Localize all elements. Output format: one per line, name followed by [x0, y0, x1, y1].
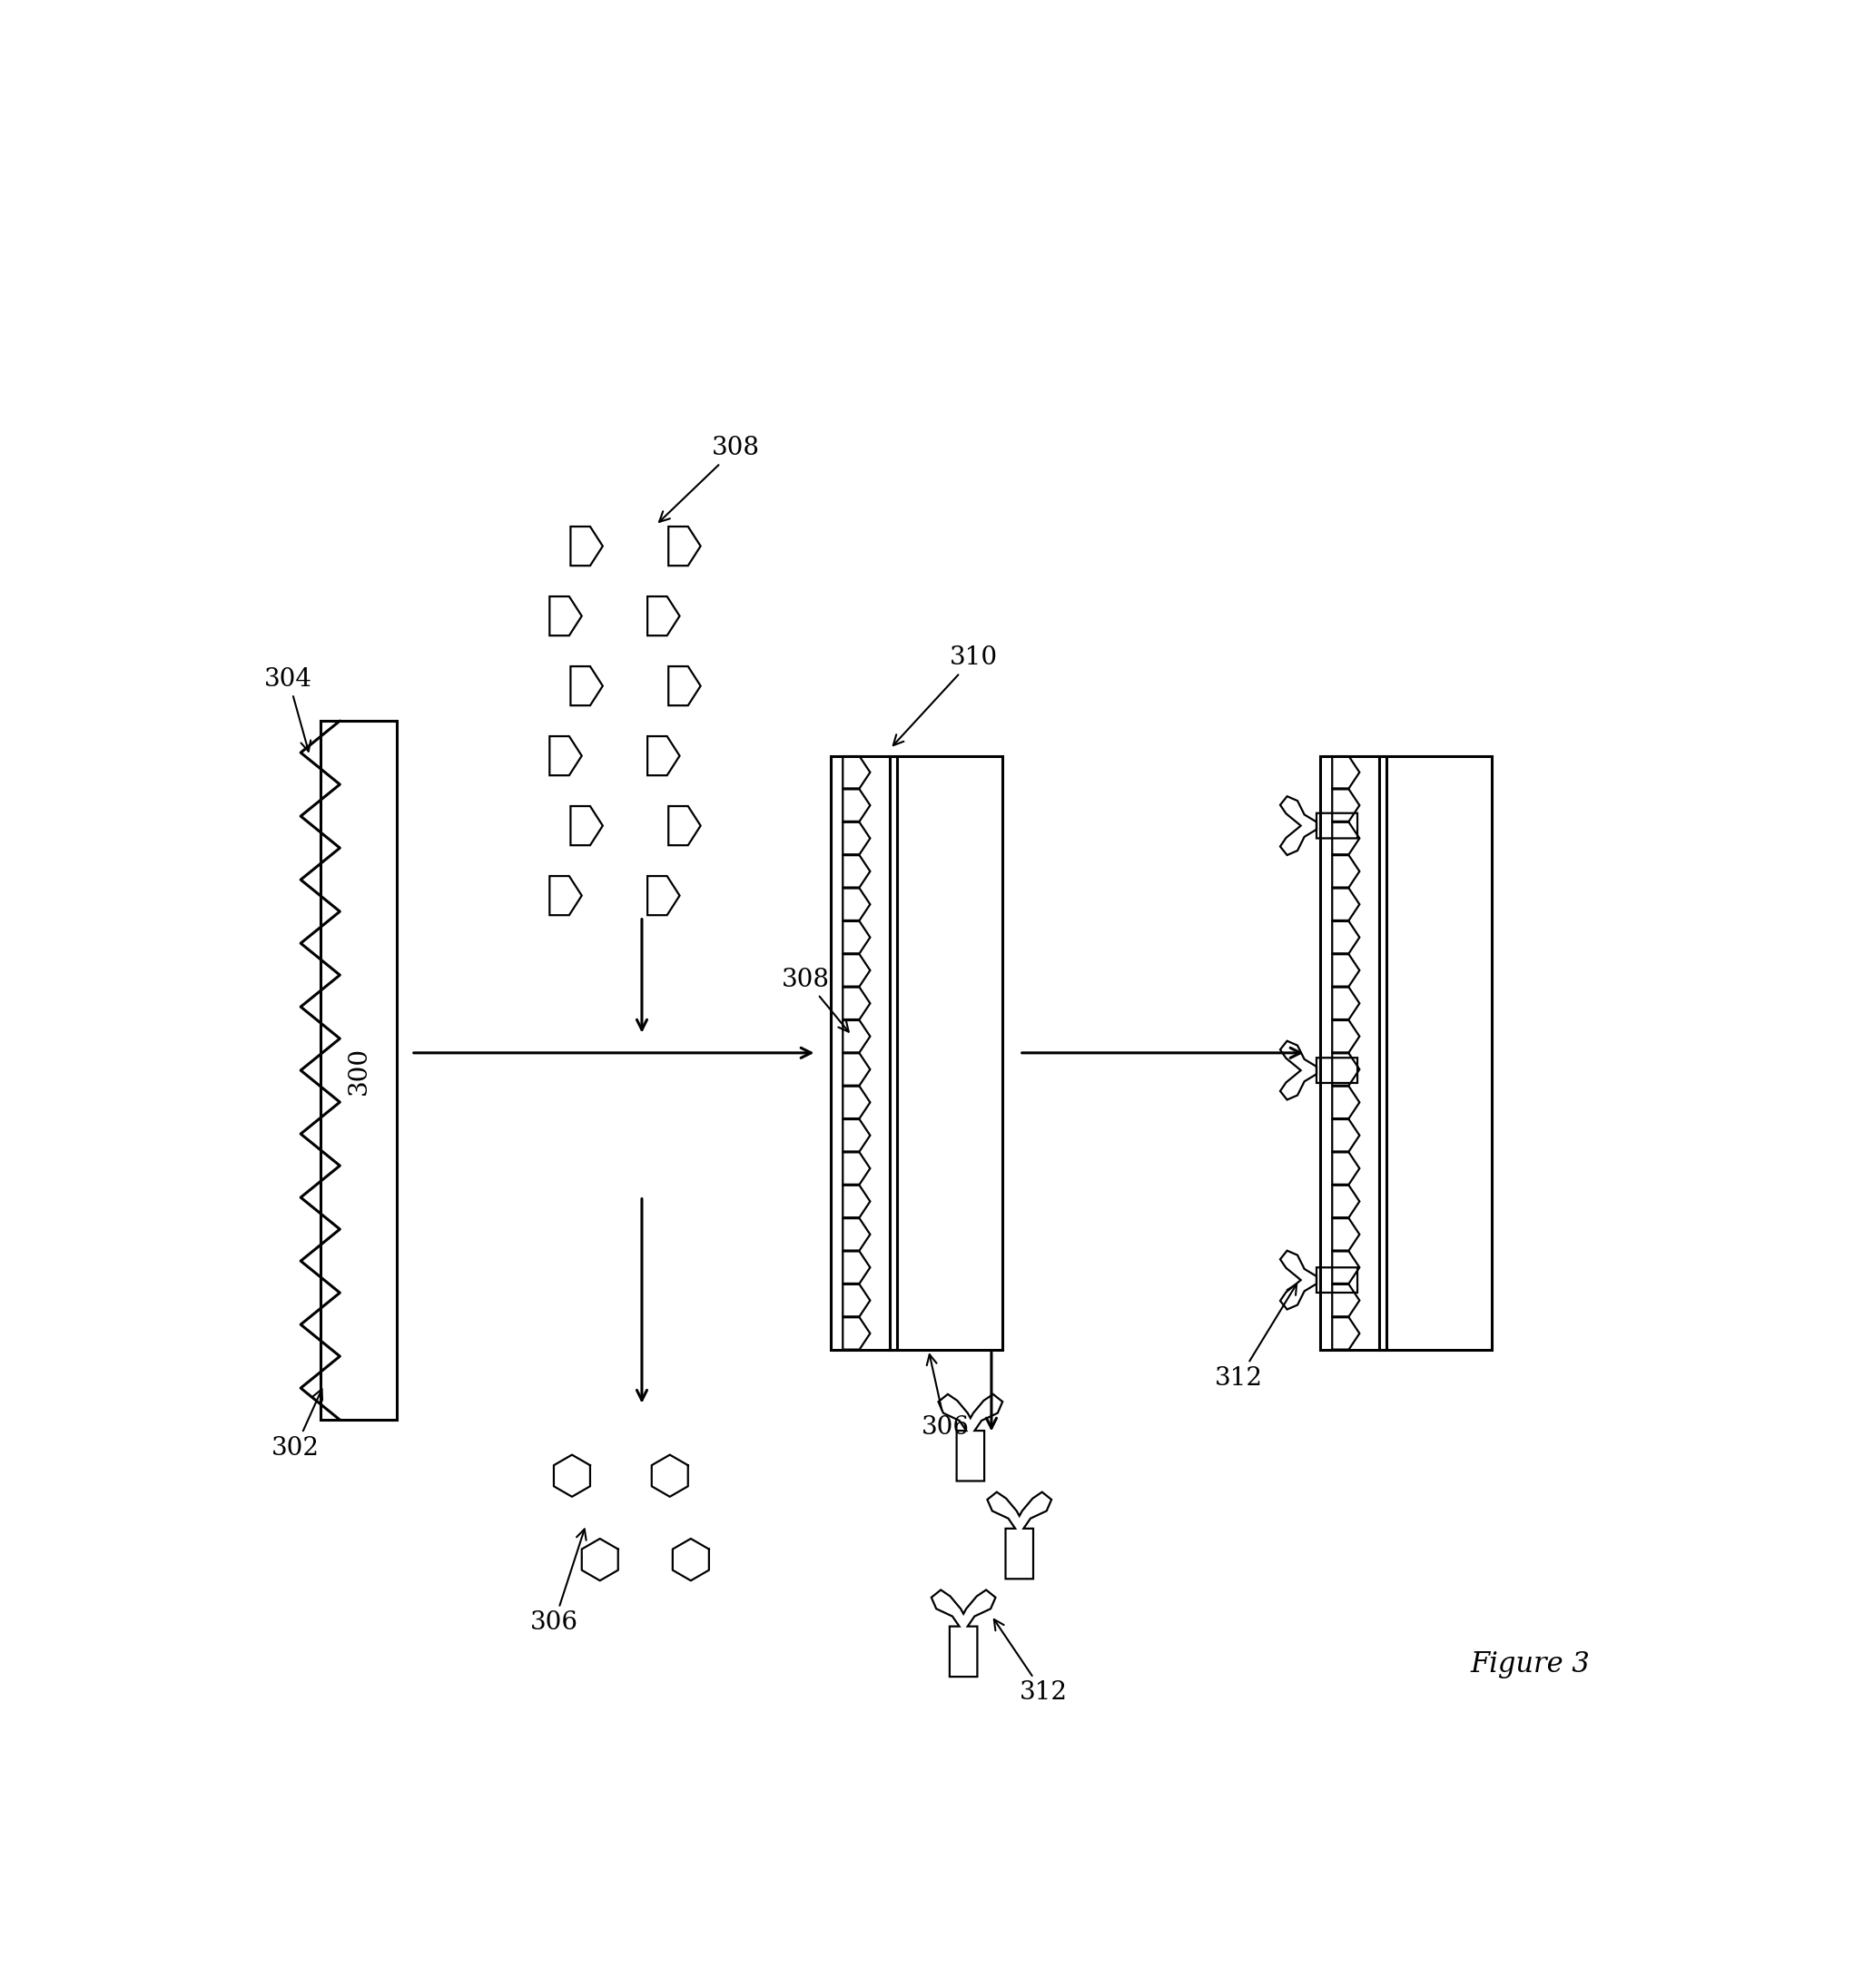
- Text: 300: 300: [347, 1046, 371, 1095]
- Text: 312: 312: [994, 1620, 1068, 1706]
- Text: Figure 3: Figure 3: [1470, 1650, 1589, 1678]
- Bar: [831, 755, 897, 1350]
- Text: 306: 306: [530, 1529, 586, 1634]
- Text: 302: 302: [271, 1390, 323, 1461]
- Text: 308: 308: [660, 435, 760, 523]
- Bar: [321, 722, 397, 1419]
- Bar: [890, 755, 1001, 1350]
- Text: 310: 310: [894, 646, 997, 746]
- Bar: [1320, 755, 1387, 1350]
- Text: 306: 306: [921, 1354, 970, 1439]
- Text: 304: 304: [265, 666, 313, 751]
- Text: 312: 312: [1214, 1284, 1296, 1390]
- Bar: [1379, 755, 1491, 1350]
- Text: 308: 308: [782, 968, 849, 1032]
